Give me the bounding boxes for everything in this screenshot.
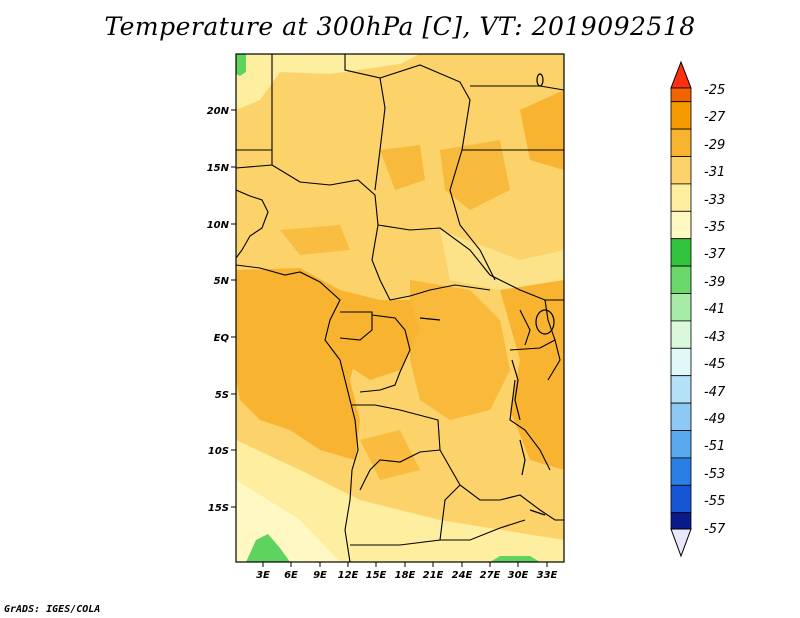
lat-label: EQ: [214, 333, 230, 344]
colorbar-bottom-arrow: [670, 528, 692, 558]
lakes: [419, 73, 555, 516]
colorbar-label: -39: [704, 275, 725, 290]
warm-region-congo: [410, 280, 510, 420]
colorbar-label: -51: [704, 439, 725, 454]
colorbar-label: -57: [704, 522, 726, 537]
warm-region-angola: [360, 430, 420, 480]
colorbar-segment: [670, 87, 692, 103]
warm-region-niger: [380, 145, 425, 190]
colorbar-segment: [670, 265, 692, 294]
colorbar-segment: [670, 210, 692, 240]
colorbar-segment: [670, 430, 692, 459]
colorbar-segment: [670, 183, 692, 212]
warm-region-gabon: [330, 300, 420, 380]
lon-label: 9E: [313, 570, 327, 581]
colorbar-labels: -25 -27 -29 -31 -33 -35 -37 -39 -41 -43 …: [704, 83, 726, 537]
axis-ticks: [231, 109, 548, 567]
map-title: Temperature at 300hPa [C], VT: 201909251…: [104, 12, 696, 41]
colorbar-label: -49: [704, 412, 725, 427]
warm-region-chad: [440, 140, 510, 210]
colorbar-label: -35: [704, 220, 725, 235]
green-patch-southwest: [246, 534, 290, 562]
colorbar-label: -25: [704, 83, 725, 98]
colorbar-segment: [670, 402, 692, 431]
grads-credit: GrADS: IGES/COLA: [4, 604, 101, 615]
colorbar-label: -31: [704, 165, 725, 180]
lat-label: 20N: [207, 106, 230, 117]
lon-label: 12E: [338, 570, 359, 581]
colorbar-segment: [670, 101, 692, 130]
lon-labels: 3E 6E 9E 12E 15E 18E 21E 24E 27E 30E 33E: [256, 570, 557, 581]
lon-label: 3E: [256, 570, 270, 581]
colorbar-label: -47: [704, 385, 726, 400]
colorbar-label: -55: [704, 494, 725, 509]
lon-label: 6E: [284, 570, 298, 581]
colorbar-segment: [670, 484, 692, 514]
coastlines-borders: [236, 54, 564, 562]
pale-region-south: [236, 440, 564, 562]
lon-label: 27E: [480, 570, 501, 581]
colorbar-label: -41: [704, 302, 725, 317]
lon-label: 15E: [366, 570, 387, 581]
colorbar-label: -27: [704, 110, 726, 125]
colorbar-label: -45: [704, 357, 725, 372]
colorbar-label: -29: [704, 138, 725, 153]
warm-region-east: [500, 280, 564, 470]
lat-label: 10S: [208, 446, 229, 457]
green-patch-south: [490, 556, 540, 562]
colorbar-segment: [670, 457, 692, 486]
colorbar-segment: [670, 347, 692, 377]
colorbar: [670, 60, 692, 558]
colorbar-label: -53: [704, 467, 725, 482]
colorbar-segment: [670, 293, 692, 322]
colorbar-label: -37: [704, 247, 726, 262]
lon-label: 33E: [537, 570, 558, 581]
pale-region-north: [236, 54, 420, 110]
colorbar-segment: [670, 156, 692, 185]
colorbar-label: -43: [704, 330, 725, 345]
lat-label: 15N: [207, 163, 230, 174]
lon-label: 24E: [452, 570, 473, 581]
pale-region-center: [440, 230, 564, 300]
colorbar-segment: [670, 320, 692, 349]
colorbar-segment: [670, 512, 692, 530]
colorbar-label: -33: [704, 193, 725, 208]
green-patch-northwest: [236, 54, 246, 76]
lat-label: 10N: [207, 220, 230, 231]
colorbar-segment: [670, 375, 692, 404]
colorbar-segment: [670, 128, 692, 157]
lon-label: 30E: [508, 570, 529, 581]
lat-label: 15S: [208, 503, 229, 514]
lat-label: 5N: [214, 276, 230, 287]
map-frame: [235, 53, 565, 563]
colorbar-segment: [670, 238, 692, 267]
colorbar-top-arrow: [670, 60, 692, 89]
lat-label: 5S: [215, 390, 229, 401]
temperature-field: [236, 54, 564, 562]
lat-labels: 20N 15N 10N 5N EQ 5S 10S 15S: [207, 106, 230, 514]
lon-label: 21E: [423, 570, 444, 581]
lon-label: 18E: [395, 570, 416, 581]
warm-region-nigeria: [280, 225, 350, 255]
